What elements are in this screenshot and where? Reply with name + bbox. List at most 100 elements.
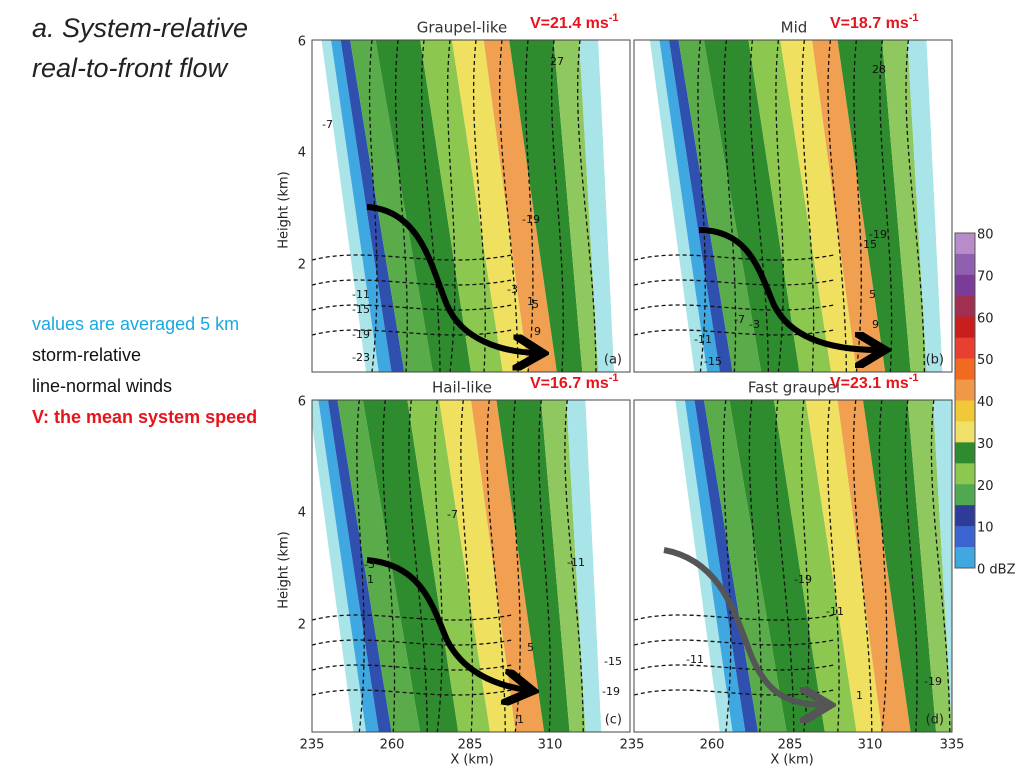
contour-label: -7 <box>734 313 745 326</box>
y-tick-label: 2 <box>298 618 306 633</box>
slide-title: a. System-relative <box>32 13 248 43</box>
colorbar-tick-label: 40 <box>977 395 994 410</box>
panel-title: Graupel-like <box>417 19 508 37</box>
y-tick-label: 6 <box>298 35 306 50</box>
note: values are averaged 5 km <box>32 314 239 334</box>
colorbar-tick-label: 60 <box>977 311 994 326</box>
x-tick-label: 335 <box>940 738 965 753</box>
colorbar-segment <box>955 254 975 275</box>
contour-label: 5 <box>532 298 539 311</box>
contour-label: -15 <box>352 303 370 316</box>
colorbar-segment <box>955 338 975 359</box>
contour-label: 9 <box>872 318 879 331</box>
y-axis-label: Height (km) <box>277 171 292 248</box>
contour-label: -19 <box>869 228 887 241</box>
colorbar-segment <box>955 359 975 380</box>
contour-label: -3 <box>507 283 518 296</box>
panel-title: Fast graupel <box>748 379 840 397</box>
contour-label: -23 <box>352 351 370 364</box>
y-axis-label: Height (km) <box>277 531 292 608</box>
colorbar-tick-label: 10 <box>977 521 994 536</box>
colorbar-tick-label: 30 <box>977 437 994 452</box>
y-tick-label: 4 <box>298 146 306 161</box>
speed-exponent: -1 <box>909 12 919 24</box>
contour-label: -19 <box>522 213 540 226</box>
x-tick-label: 235 <box>300 738 325 753</box>
speed-label: V=18.7 ms-1 <box>830 12 919 32</box>
panel-tag: (d) <box>926 713 944 728</box>
x-tick-label: 285 <box>778 738 803 753</box>
panel-title: Mid <box>781 19 808 37</box>
speed-label: V=21.4 ms-1 <box>530 12 619 32</box>
contour-label: -19 <box>924 675 942 688</box>
contour-label: -11 <box>686 653 704 666</box>
speed-value: V=23.1 ms <box>830 375 909 392</box>
contour-label: 1 <box>367 573 374 586</box>
note: storm-relative <box>32 345 141 365</box>
colorbar-segment <box>955 296 975 317</box>
colorbar-segment <box>955 275 975 296</box>
colorbar-tick-label: 50 <box>977 353 994 368</box>
colorbar-segment <box>955 484 975 505</box>
colorbar-segment <box>955 505 975 526</box>
contour-label: -19 <box>602 685 620 698</box>
x-tick-label: 310 <box>858 738 883 753</box>
colorbar-segment <box>955 317 975 338</box>
panel-title: Hail-like <box>432 379 492 397</box>
colorbar-segment <box>955 463 975 484</box>
speed-value: V=21.4 ms <box>530 15 609 32</box>
contour-label: -15 <box>704 355 722 368</box>
speed-value: V=18.7 ms <box>830 15 909 32</box>
contour-label: -15 <box>604 655 622 668</box>
note: V: the mean system speed <box>32 407 257 427</box>
colorbar-segment <box>955 547 975 568</box>
speed-label: V=16.7 ms-1 <box>530 372 619 392</box>
colorbar-tick-label: 0 dBZ <box>977 563 1016 578</box>
contour-label: -11 <box>826 605 844 618</box>
contour-label: -3 <box>364 558 375 571</box>
contour-label: -19 <box>352 328 370 341</box>
x-tick-label: 310 <box>538 738 563 753</box>
contour-label: 5 <box>527 641 534 654</box>
speed-exponent: -1 <box>609 12 619 24</box>
contour-label: -3 <box>749 318 760 331</box>
contour-label: -11 <box>352 288 370 301</box>
colorbar-segment <box>955 421 975 442</box>
contour-label: 28 <box>872 63 886 76</box>
colorbar-tick-label: 20 <box>977 479 994 494</box>
colorbar-tick-label: 80 <box>977 228 994 243</box>
colorbar-segment <box>955 442 975 463</box>
y-tick-label: 2 <box>298 258 306 273</box>
contour-label: -7 <box>447 508 458 521</box>
panel-tag: (a) <box>604 353 622 368</box>
speed-exponent: -1 <box>909 372 919 384</box>
panel-tag: (b) <box>926 353 944 368</box>
contour-label: -11 <box>567 556 585 569</box>
contour-label: 1 <box>517 713 524 726</box>
colorbar-segment <box>955 526 975 547</box>
panel: -7 -3 1 5 -11 -15 -19 1 (c) Hail-like V=16.7 ms-1 6… <box>277 372 681 732</box>
contour-label: 1 <box>856 689 863 702</box>
colorbar-segment <box>955 401 975 422</box>
x-tick-label: 285 <box>458 738 483 753</box>
contour-label: -7 <box>322 118 333 131</box>
contour-label: -19 <box>794 573 812 586</box>
x-tick-label: 260 <box>380 738 405 753</box>
speed-value: V=16.7 ms <box>530 375 609 392</box>
x-axis-label: X (km) <box>450 753 493 768</box>
y-tick-label: 6 <box>298 395 306 410</box>
panel-tag: (c) <box>605 713 622 728</box>
colorbar-tick-label: 70 <box>977 269 994 284</box>
colorbar-segment <box>955 233 975 254</box>
colorbar-segment <box>955 380 975 401</box>
x-axis-label: X (km) <box>770 753 813 768</box>
contour-label: 5 <box>869 288 876 301</box>
speed-exponent: -1 <box>609 372 619 384</box>
note: line-normal winds <box>32 376 172 396</box>
x-tick-label: 260 <box>700 738 725 753</box>
contour-label: -11 <box>694 333 712 346</box>
contour-label: 9 <box>534 325 541 338</box>
